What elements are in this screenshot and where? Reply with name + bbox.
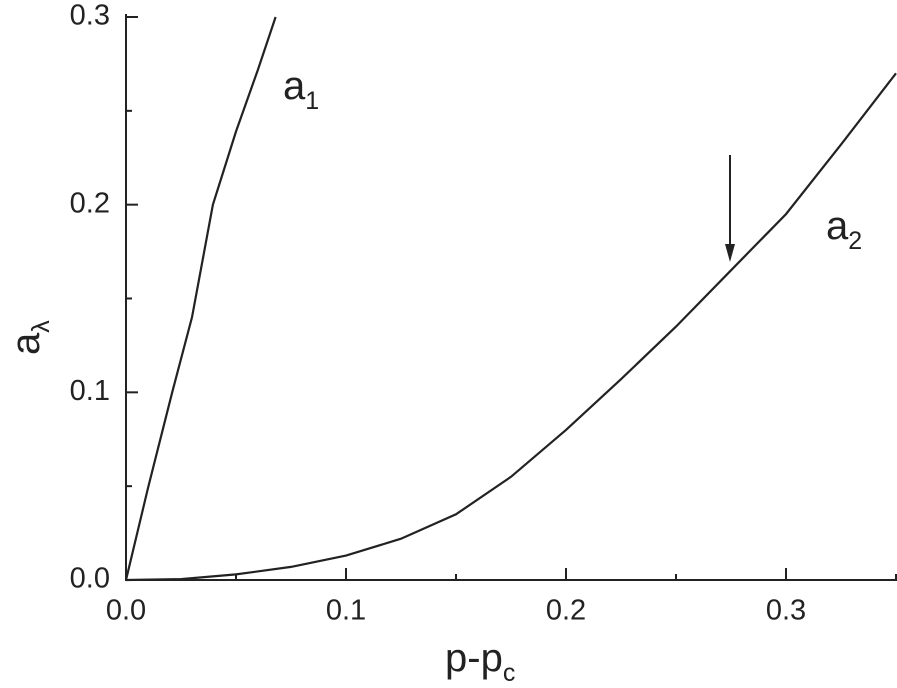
x-tick-label: 0.0 xyxy=(106,595,146,627)
y-tick-label: 0.1 xyxy=(70,375,110,407)
x-axis-label: p-pc xyxy=(445,636,515,687)
series-label: a2 xyxy=(826,204,862,255)
series-label-text: a xyxy=(826,204,849,248)
series-label-sub: 2 xyxy=(848,227,862,255)
arrow-head xyxy=(725,244,735,262)
y-tick-label: 0.0 xyxy=(70,563,110,595)
series-line xyxy=(125,72,897,582)
y-axis-label: aλ xyxy=(4,320,55,355)
series-line xyxy=(124,16,277,581)
y-tick-label: 0.3 xyxy=(70,0,110,32)
y-tick-label: 0.2 xyxy=(70,187,110,219)
x-tick-label: 0.3 xyxy=(766,595,806,627)
series-label: a1 xyxy=(283,64,319,115)
series-label-text: a xyxy=(283,64,306,108)
x-tick-label: 0.2 xyxy=(546,595,586,627)
x-tick-label: 0.1 xyxy=(326,595,366,627)
series-label-sub: 1 xyxy=(305,87,319,115)
